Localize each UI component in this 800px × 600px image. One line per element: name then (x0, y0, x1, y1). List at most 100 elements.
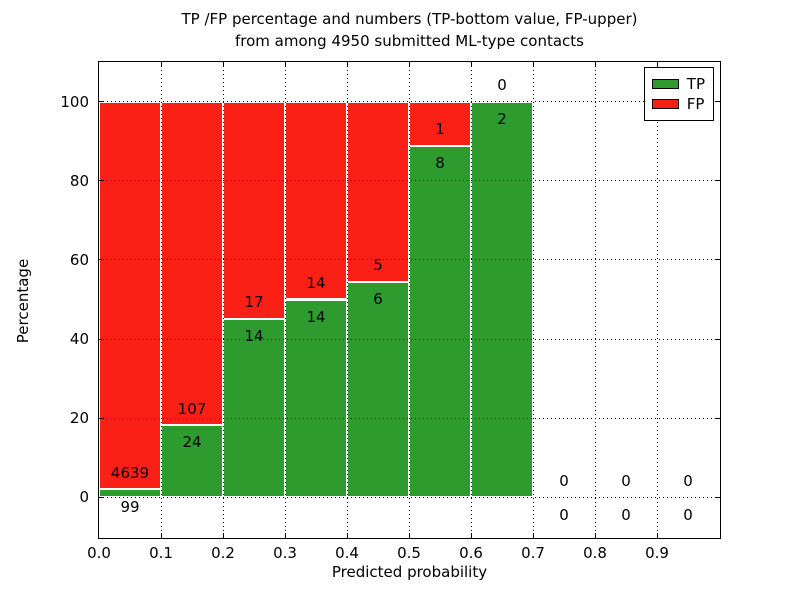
x-gridline (222, 62, 224, 537)
x-tick-mark (470, 533, 472, 538)
fp-bar-segment (161, 101, 223, 425)
x-axis-label: Predicted probability (331, 563, 488, 581)
x-tick-label: 0.6 (459, 544, 483, 562)
tp-count-label: 2 (497, 110, 507, 128)
fp-count-label: 1 (435, 120, 445, 139)
y-tick-mark (99, 338, 104, 340)
legend-label-fp: FP (686, 94, 705, 113)
chart-title-line1: TP /FP percentage and numbers (TP-bottom… (181, 10, 638, 28)
tp-bar-segment (471, 101, 533, 498)
y-tick-mark-right (715, 259, 720, 261)
x-tick-mark (656, 533, 658, 538)
tp-count-label: 99 (120, 497, 140, 516)
y-axis-label: Percentage (14, 258, 32, 344)
legend-entry-tp: TP (651, 75, 705, 93)
x-gridline (656, 62, 658, 537)
tp-count-label: 8 (435, 153, 445, 172)
x-gridline (346, 62, 348, 537)
y-tick-mark-right (715, 101, 720, 103)
x-tick-label: 0.5 (397, 544, 421, 562)
x-tick-label: 0.0 (87, 544, 111, 562)
x-tick-mark-top (656, 62, 658, 67)
y-tick-label: 80 (69, 171, 89, 190)
x-tick-mark (222, 533, 224, 538)
y-tick-mark-right (715, 338, 720, 340)
x-tick-mark-top (160, 62, 162, 67)
x-tick-mark-top (470, 62, 472, 67)
x-gridline (532, 62, 534, 537)
fp-count-label: 4639 (110, 463, 150, 482)
fp-bar-segment (347, 101, 409, 282)
fp-bar-segment (99, 101, 161, 490)
tp-bar-segment (285, 299, 347, 498)
y-tick-mark-right (715, 496, 720, 498)
x-gridline (284, 62, 286, 537)
fp-swatch-icon (651, 98, 679, 109)
y-tick-mark-right (715, 417, 720, 419)
x-tick-mark-top (222, 62, 224, 67)
y-tick-mark (99, 259, 104, 261)
fp-count-label: 14 (306, 274, 326, 293)
legend-label-tp: TP (686, 75, 705, 93)
x-tick-mark (594, 533, 596, 538)
x-tick-mark-top (284, 62, 286, 67)
y-tick-label: 40 (69, 330, 89, 349)
plot-area: 0.0 0.1 0.2 0.3 0.4 0.5 0.6 0.7 0.8 0.9 0 20 40 60 80 1… (60, 61, 721, 562)
chart-title-line2: from among 4950 submitted ML-type contac… (235, 31, 584, 50)
y-tick-mark (99, 496, 104, 498)
x-tick-mark (532, 533, 534, 538)
y-tick-mark (99, 101, 104, 103)
y-tick-label: 0 (79, 488, 89, 507)
y-tick-label: 100 (60, 92, 89, 111)
x-tick-mark (346, 533, 348, 538)
tp-bar-segment (409, 145, 471, 498)
x-tick-label: 0.3 (273, 544, 297, 562)
x-gridline (594, 62, 596, 537)
fp-count-label: 5 (373, 256, 383, 275)
x-tick-label: 0.1 (149, 544, 173, 562)
fp-count-label: 17 (244, 293, 264, 312)
x-tick-mark-top (594, 62, 596, 67)
tp-swatch-icon (651, 79, 679, 90)
y-tick-mark (99, 417, 104, 419)
tp-count-label: 0 (621, 505, 631, 524)
fp-count-label: 0 (683, 472, 693, 491)
x-tick-mark-top (532, 62, 534, 67)
fp-count-label: 0 (497, 76, 507, 95)
y-tick-mark (99, 180, 104, 182)
fp-bar-segment (223, 101, 285, 319)
x-tick-mark-top (408, 62, 410, 67)
y-tick-label: 60 (69, 250, 89, 269)
x-tick-label: 0.2 (211, 544, 235, 562)
x-tick-mark (160, 533, 162, 538)
tp-count-label: 24 (182, 433, 202, 452)
chart-title: TP /FP percentage and numbers (TP-bottom… (98, 9, 721, 53)
tp-count-label: 0 (683, 505, 693, 524)
fp-bar-segment (409, 101, 471, 146)
tp-count-label: 0 (559, 505, 569, 524)
tp-bar-segment (223, 318, 285, 498)
fp-count-label: 0 (559, 472, 569, 491)
fp-bar-segment (285, 101, 347, 300)
tp-count-label: 6 (373, 289, 383, 308)
x-tick-label: 0.7 (521, 544, 545, 562)
fp-count-label: 0 (621, 472, 631, 491)
y-tick-label: 20 (69, 409, 89, 428)
x-gridline (408, 62, 410, 537)
x-gridline (470, 62, 472, 537)
y-tick-mark-right (715, 180, 720, 182)
x-tick-label: 0.8 (583, 544, 607, 562)
x-tick-mark-top (346, 62, 348, 67)
legend: TP FP (643, 67, 714, 121)
x-gridline (160, 62, 162, 537)
x-tick-mark (408, 533, 410, 538)
plot-canvas: 0.0 0.1 0.2 0.3 0.4 0.5 0.6 0.7 0.8 0.9 0 20 40 60 80 1… (60, 62, 720, 562)
tp-bar-segment (347, 281, 409, 498)
x-tick-mark (284, 533, 286, 538)
fp-count-label: 107 (177, 399, 207, 418)
tp-count-label: 14 (244, 327, 264, 346)
x-tick-label: 0.9 (645, 544, 669, 562)
x-tick-label: 0.4 (335, 544, 359, 562)
tp-count-label: 14 (306, 307, 326, 326)
